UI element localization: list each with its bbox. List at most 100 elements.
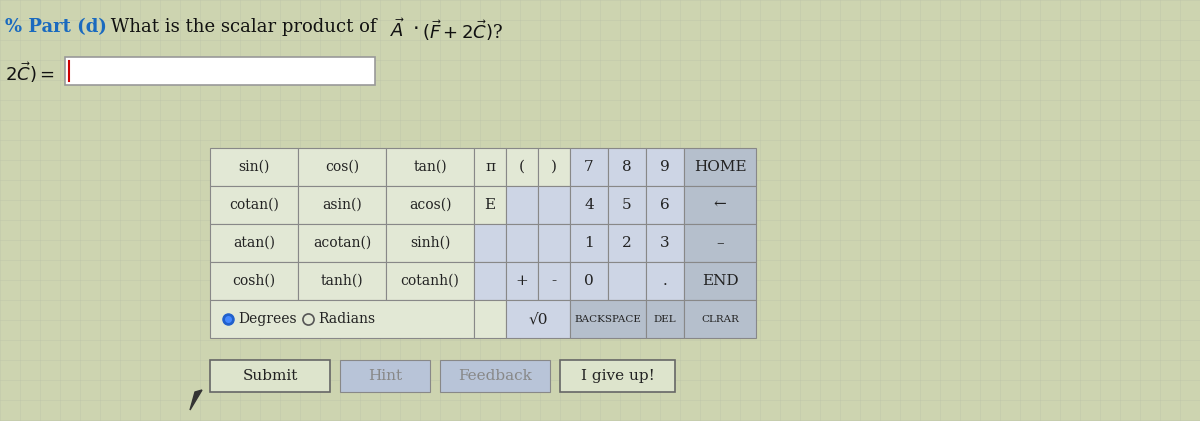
Text: –: –	[716, 236, 724, 250]
FancyBboxPatch shape	[608, 224, 646, 262]
Text: atan(): atan()	[233, 236, 275, 250]
FancyBboxPatch shape	[570, 148, 608, 186]
Text: DEL: DEL	[654, 314, 677, 323]
FancyBboxPatch shape	[340, 360, 430, 392]
FancyBboxPatch shape	[538, 148, 570, 186]
Text: cosh(): cosh()	[233, 274, 276, 288]
Text: ): )	[551, 160, 557, 174]
Polygon shape	[190, 390, 202, 410]
Text: Submit: Submit	[242, 369, 298, 383]
FancyBboxPatch shape	[474, 262, 506, 300]
FancyBboxPatch shape	[608, 262, 646, 300]
Text: 0: 0	[584, 274, 594, 288]
Text: acos(): acos()	[409, 198, 451, 212]
Text: I give up!: I give up!	[581, 369, 654, 383]
Text: 8: 8	[622, 160, 632, 174]
FancyBboxPatch shape	[646, 300, 684, 338]
FancyBboxPatch shape	[684, 262, 756, 300]
FancyBboxPatch shape	[684, 186, 756, 224]
FancyBboxPatch shape	[506, 148, 538, 186]
FancyBboxPatch shape	[684, 224, 756, 262]
FancyBboxPatch shape	[570, 262, 608, 300]
FancyBboxPatch shape	[210, 148, 298, 186]
Text: √0: √0	[528, 312, 547, 326]
FancyBboxPatch shape	[506, 300, 570, 338]
Text: 4: 4	[584, 198, 594, 212]
FancyBboxPatch shape	[608, 148, 646, 186]
FancyBboxPatch shape	[298, 224, 386, 262]
Text: π: π	[485, 160, 496, 174]
Text: ←: ←	[714, 198, 726, 212]
FancyBboxPatch shape	[570, 186, 608, 224]
FancyBboxPatch shape	[684, 148, 756, 186]
Text: 6: 6	[660, 198, 670, 212]
FancyBboxPatch shape	[506, 186, 538, 224]
FancyBboxPatch shape	[386, 262, 474, 300]
FancyBboxPatch shape	[570, 224, 608, 262]
Text: Hint: Hint	[368, 369, 402, 383]
FancyBboxPatch shape	[298, 262, 386, 300]
FancyBboxPatch shape	[474, 224, 506, 262]
Text: HOME: HOME	[694, 160, 746, 174]
FancyBboxPatch shape	[65, 57, 374, 85]
FancyBboxPatch shape	[210, 224, 298, 262]
Text: cos(): cos()	[325, 160, 359, 174]
FancyBboxPatch shape	[210, 186, 298, 224]
Text: tanh(): tanh()	[320, 274, 364, 288]
Text: asin(): asin()	[322, 198, 362, 212]
FancyBboxPatch shape	[646, 186, 684, 224]
FancyBboxPatch shape	[474, 186, 506, 224]
Text: (: (	[520, 160, 526, 174]
Text: BACKSPACE: BACKSPACE	[575, 314, 642, 323]
FancyBboxPatch shape	[646, 148, 684, 186]
Text: 1: 1	[584, 236, 594, 250]
FancyBboxPatch shape	[538, 224, 570, 262]
Text: CLRAR: CLRAR	[701, 314, 739, 323]
Text: END: END	[702, 274, 738, 288]
FancyBboxPatch shape	[560, 360, 674, 392]
Text: 3: 3	[660, 236, 670, 250]
FancyBboxPatch shape	[210, 360, 330, 392]
Text: .: .	[662, 274, 667, 288]
FancyBboxPatch shape	[538, 262, 570, 300]
Text: tan(): tan()	[413, 160, 446, 174]
Text: $2\vec{C})=$: $2\vec{C})=$	[5, 60, 55, 85]
Text: acotan(): acotan()	[313, 236, 371, 250]
FancyBboxPatch shape	[386, 186, 474, 224]
FancyBboxPatch shape	[440, 360, 550, 392]
Text: cotan(): cotan()	[229, 198, 278, 212]
FancyBboxPatch shape	[474, 148, 506, 186]
FancyBboxPatch shape	[474, 300, 506, 338]
Text: What is the scalar product of: What is the scalar product of	[106, 18, 383, 36]
Text: sin(): sin()	[239, 160, 270, 174]
FancyBboxPatch shape	[298, 186, 386, 224]
Text: 7: 7	[584, 160, 594, 174]
FancyBboxPatch shape	[538, 186, 570, 224]
FancyBboxPatch shape	[386, 224, 474, 262]
Text: Radians: Radians	[318, 312, 376, 326]
Text: cotanh(): cotanh()	[401, 274, 460, 288]
Text: $\vec{A}$: $\vec{A}$	[390, 18, 406, 41]
FancyBboxPatch shape	[506, 262, 538, 300]
FancyBboxPatch shape	[646, 224, 684, 262]
Text: +: +	[516, 274, 528, 288]
Text: $\cdot$: $\cdot$	[412, 18, 419, 37]
Text: 9: 9	[660, 160, 670, 174]
FancyBboxPatch shape	[646, 262, 684, 300]
Text: 5: 5	[622, 198, 632, 212]
FancyBboxPatch shape	[210, 262, 298, 300]
Text: -: -	[552, 274, 557, 288]
FancyBboxPatch shape	[298, 148, 386, 186]
Text: $(\vec{F}+2\vec{C})$?: $(\vec{F}+2\vec{C})$?	[422, 18, 503, 43]
Text: E: E	[485, 198, 496, 212]
FancyBboxPatch shape	[570, 300, 646, 338]
FancyBboxPatch shape	[684, 300, 756, 338]
Text: 2: 2	[622, 236, 632, 250]
FancyBboxPatch shape	[210, 300, 474, 338]
FancyBboxPatch shape	[608, 186, 646, 224]
Text: Degrees: Degrees	[238, 312, 296, 326]
Text: % Part (d): % Part (d)	[5, 18, 107, 36]
FancyBboxPatch shape	[506, 224, 538, 262]
FancyBboxPatch shape	[386, 148, 474, 186]
Text: Feedback: Feedback	[458, 369, 532, 383]
